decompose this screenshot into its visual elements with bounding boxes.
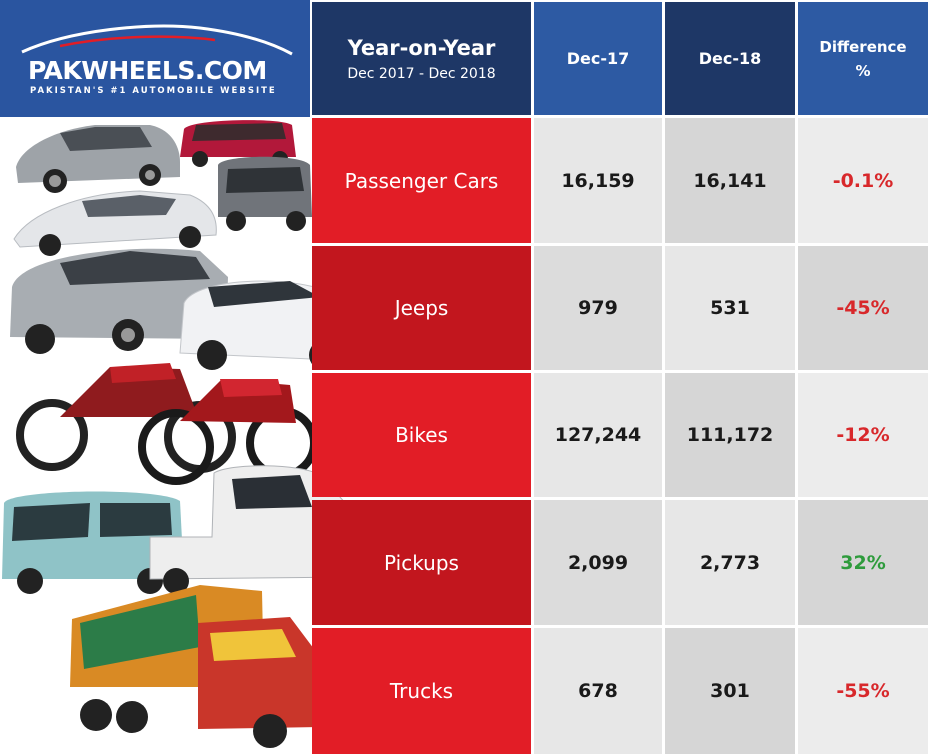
truck-icon <box>70 585 320 748</box>
table-title: Year-on-Year <box>347 35 496 60</box>
sedan-white-icon <box>13 190 217 256</box>
table-cell-dec17: 979 <box>534 246 662 370</box>
category-passenger-cars: Passenger Cars <box>312 118 531 243</box>
column-header-dec18: Dec-18 <box>665 2 795 115</box>
category-trucks: Trucks <box>312 628 531 754</box>
logo-panel: PAKWHEELS.COM PAKISTAN'S #1 AUTOMOBILE W… <box>0 0 310 117</box>
table-cell-dec18: 531 <box>665 246 795 370</box>
table-cell-difference: -0.1% <box>798 118 928 243</box>
category-bikes: Bikes <box>312 373 531 497</box>
table-cell-difference: -12% <box>798 373 928 497</box>
hatchback-icon <box>180 120 296 167</box>
motorcycle-icon <box>16 363 318 485</box>
table-cell-dec17: 127,244 <box>534 373 662 497</box>
logo-tagline: PAKISTAN'S #1 AUTOMOBILE WEBSITE <box>30 86 277 96</box>
table-cell-dec18: 16,141 <box>665 118 795 243</box>
table-cell-dec18: 301 <box>665 628 795 754</box>
car-swoosh-icon <box>21 24 293 56</box>
column-header-dec17: Dec-17 <box>534 2 662 115</box>
table-title-header: Year-on-Year Dec 2017 - Dec 2018 <box>312 2 531 115</box>
logo-wordmark: PAKWHEELS.COM <box>28 56 267 85</box>
category-jeeps: Jeeps <box>312 246 531 370</box>
category-pickups: Pickups <box>312 500 531 625</box>
table-cell-difference: -45% <box>798 246 928 370</box>
vehicle-illustrations <box>2 120 359 748</box>
table-cell-dec18: 2,773 <box>665 500 795 625</box>
table-cell-difference: 32% <box>798 500 928 625</box>
table-cell-dec17: 678 <box>534 628 662 754</box>
column-header-difference: Difference % <box>798 2 928 115</box>
difference-header-line2: % <box>855 61 871 80</box>
car-sedan-icon <box>16 125 180 193</box>
table-cell-difference: -55% <box>798 628 928 754</box>
difference-header-line1: Difference <box>819 37 907 56</box>
table-cell-dec18: 111,172 <box>665 373 795 497</box>
van-icon <box>2 491 184 594</box>
mini-van-icon <box>218 156 312 231</box>
table-cell-dec17: 16,159 <box>534 118 662 243</box>
table-subtitle: Dec 2017 - Dec 2018 <box>347 65 496 82</box>
jeep-icon <box>10 248 228 354</box>
table-cell-dec17: 2,099 <box>534 500 662 625</box>
